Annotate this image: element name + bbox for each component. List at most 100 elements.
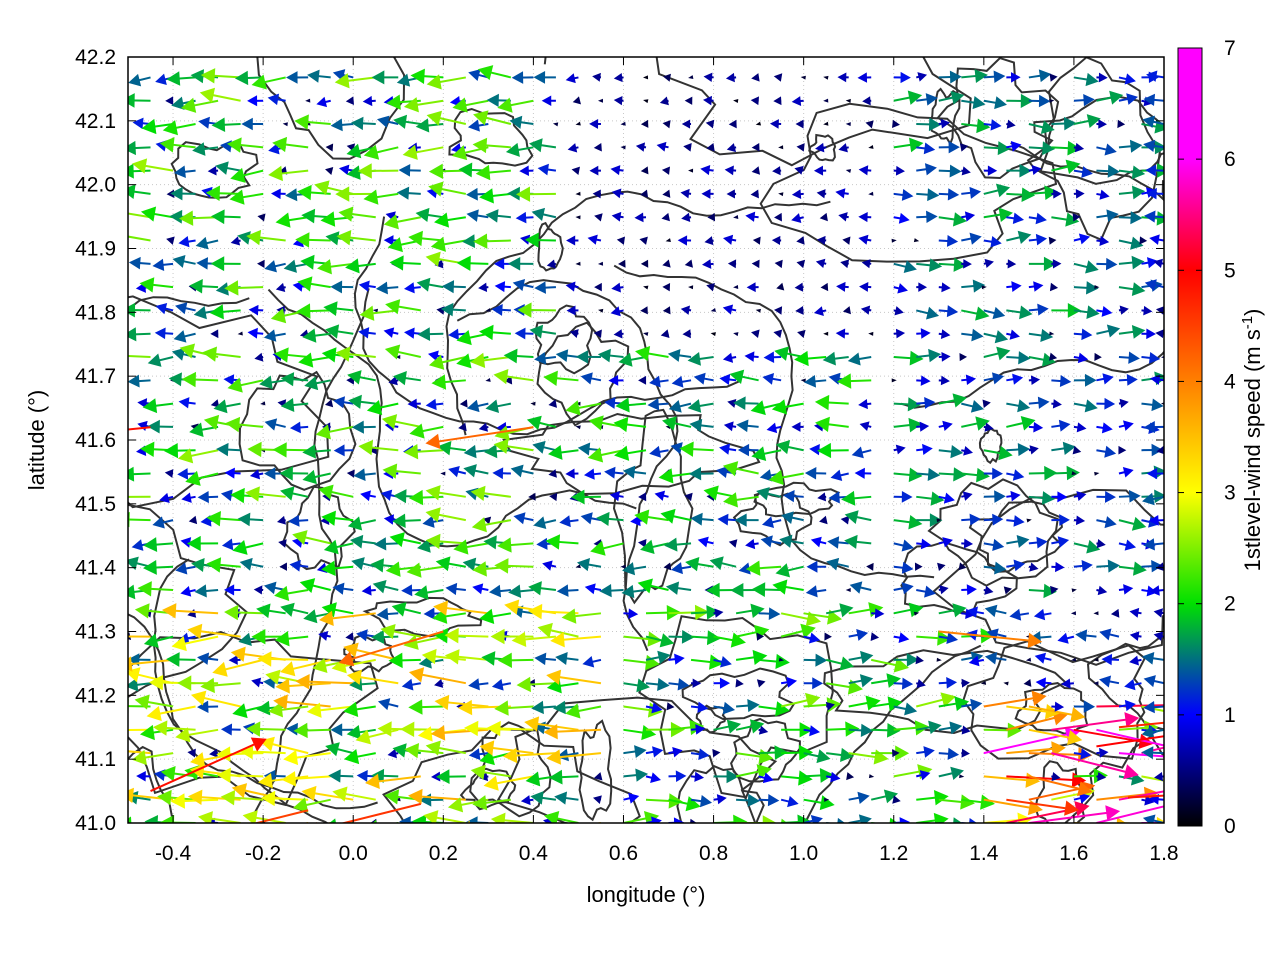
wind-arrow <box>961 748 970 758</box>
wind-arrow <box>893 632 910 644</box>
wind-arrow <box>576 558 602 572</box>
wind-arrow <box>1129 607 1142 618</box>
wind-arrow <box>983 70 1006 83</box>
wind-arrow <box>147 419 174 434</box>
wind-arrow <box>1118 73 1136 85</box>
wind-arrow <box>1051 822 1058 823</box>
wind-arrow <box>1028 465 1058 481</box>
wind-arrow <box>497 97 534 113</box>
wind-arrow <box>1028 375 1041 385</box>
wind-arrow <box>315 424 354 440</box>
wind-arrow <box>662 306 671 315</box>
wind-arrow <box>819 515 828 525</box>
wind-arrow <box>751 259 760 269</box>
y-tick-label: 41.1 <box>75 748 116 771</box>
wind-arrow <box>816 235 827 245</box>
wind-arrow <box>803 725 821 737</box>
wind-arrow <box>1028 445 1039 455</box>
wind-arrow <box>656 141 669 152</box>
wind-arrow <box>1049 352 1058 361</box>
wind-arrow <box>530 401 536 406</box>
wind-arrow <box>690 701 709 713</box>
wind-arrow <box>592 795 602 804</box>
wind-arrow <box>1006 329 1020 340</box>
wind-arrow <box>194 584 219 598</box>
wind-arrow <box>529 324 557 339</box>
wind-arrow <box>1141 352 1161 364</box>
wind-arrow <box>1003 681 1009 686</box>
wind-arrow <box>712 748 721 758</box>
wind-arrow <box>662 416 692 431</box>
wind-arrow <box>1028 120 1055 134</box>
wind-arrow <box>916 746 935 758</box>
wind-arrow <box>961 513 981 526</box>
wind-arrow <box>961 491 973 501</box>
wind-arrow <box>677 235 692 246</box>
wind-arrow <box>225 416 264 433</box>
wind-arrow <box>735 603 765 618</box>
wind-arrow <box>283 749 331 766</box>
wind-arrow <box>249 469 264 480</box>
wind-arrow <box>224 467 241 479</box>
wind-arrow <box>392 513 421 529</box>
wind-arrow <box>1051 491 1068 503</box>
wind-arrow <box>593 772 603 781</box>
wind-arrow <box>528 581 557 596</box>
wind-arrow <box>415 207 444 223</box>
wind-arrow <box>1073 352 1089 364</box>
wind-arrow <box>1141 443 1164 457</box>
wind-arrow <box>166 236 175 245</box>
wind-arrow <box>1006 351 1031 365</box>
wind-arrow <box>1110 608 1120 618</box>
wind-arrow <box>868 331 874 336</box>
wind-arrow <box>1094 285 1100 290</box>
wind-arrow <box>776 282 785 291</box>
wind-arrow <box>164 469 174 478</box>
wind-arrow <box>177 468 196 480</box>
wind-arrow <box>1118 398 1129 408</box>
wind-arrow <box>567 143 579 153</box>
wind-arrow <box>571 489 601 505</box>
wind-arrow <box>293 722 331 739</box>
wind-arrow <box>401 584 421 597</box>
wind-arrow <box>982 399 991 408</box>
wind-arrow <box>1096 490 1116 503</box>
wind-arrow <box>810 536 827 548</box>
wind-arrow <box>257 651 309 667</box>
wind-arrow <box>640 166 649 175</box>
wind-arrow <box>278 539 287 548</box>
wind-arrow <box>778 657 785 662</box>
wind-arrow <box>848 723 874 738</box>
wind-arrow <box>893 444 906 455</box>
wind-arrow <box>745 560 782 576</box>
wind-arrow <box>425 485 466 501</box>
wind-arrow <box>766 422 782 434</box>
wind-arrow <box>296 303 331 319</box>
wind-arrow <box>401 678 421 691</box>
wind-arrow <box>546 259 557 269</box>
wind-arrow <box>938 420 953 432</box>
wind-arrow <box>404 327 421 339</box>
wind-arrow <box>1028 164 1042 176</box>
wind-arrow <box>170 186 196 201</box>
wind-arrow <box>592 72 602 82</box>
wind-arrow <box>649 445 669 458</box>
wind-arrow <box>938 375 950 386</box>
wind-arrow <box>478 422 489 432</box>
wind-arrow <box>968 655 985 667</box>
wind-arrow <box>638 492 647 502</box>
wind-arrow <box>681 212 692 223</box>
wind-arrow <box>1006 399 1031 413</box>
wind-arrow <box>471 517 512 533</box>
wind-arrow <box>1073 328 1093 341</box>
wind-arrow <box>685 556 714 572</box>
wind-arrow <box>209 748 219 758</box>
wind-arrow <box>961 467 990 483</box>
wind-arrow <box>128 193 129 195</box>
wind-arrow <box>593 329 602 339</box>
wind-arrow <box>363 189 399 205</box>
wind-arrow <box>272 442 309 458</box>
wind-arrow <box>338 206 376 222</box>
wind-arrow <box>938 188 960 201</box>
